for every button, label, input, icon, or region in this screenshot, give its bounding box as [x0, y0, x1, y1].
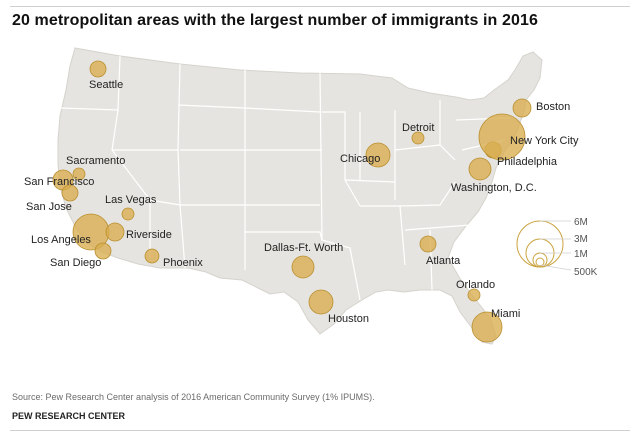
legend-label-1m: 1M	[574, 249, 588, 260]
label-miami: Miami	[491, 308, 520, 320]
organization-credit: PEW RESEARCH CENTER	[12, 411, 126, 421]
legend-circle-1m	[532, 252, 548, 268]
label-chicago: Chicago	[340, 153, 380, 165]
label-seattle: Seattle	[89, 79, 123, 91]
label-los-angeles: Los Angeles	[31, 234, 91, 246]
label-phoenix: Phoenix	[163, 257, 203, 269]
label-boston: Boston	[536, 101, 570, 113]
bubble-boston	[512, 98, 532, 118]
bubble-seattle	[89, 60, 107, 78]
bubble-las-vegas	[121, 207, 135, 221]
bubble-detroit	[411, 131, 425, 145]
top-rule	[10, 6, 630, 7]
label-san-diego: San Diego	[50, 257, 101, 269]
city-bubbles	[52, 60, 532, 343]
bubble-san-diego	[94, 242, 112, 260]
label-atlanta: Atlanta	[426, 255, 461, 267]
bubble-chicago	[365, 142, 391, 168]
map-title: 20 metropolitan areas with the largest n…	[12, 12, 538, 29]
bubble-sacramento	[72, 167, 86, 181]
source-note: Source: Pew Research Center analysis of …	[12, 392, 375, 402]
label-san-francisco: San Francisco	[24, 176, 94, 188]
bubble-miami	[471, 311, 503, 343]
bubble-san-jose	[61, 184, 79, 202]
legend-label-6m: 6M	[574, 217, 588, 228]
legend-circle-6m	[516, 220, 564, 268]
city-labels: Seattle Sacramento San Francisco San Jose La…	[24, 79, 579, 325]
legend-label-3m: 3M	[574, 234, 588, 245]
label-detroit: Detroit	[402, 122, 434, 134]
state-borders	[59, 55, 511, 301]
bubble-riverside	[105, 222, 125, 242]
label-las-vegas: Las Vegas	[105, 194, 157, 206]
label-new-york-city: New York City	[510, 135, 579, 147]
bubble-orlando	[467, 288, 481, 302]
label-san-jose: San Jose	[26, 201, 72, 213]
legend-circle-500k	[535, 257, 545, 267]
bubble-dallas-ft-worth	[291, 255, 315, 279]
label-orlando: Orlando	[456, 279, 495, 291]
label-sacramento: Sacramento	[66, 155, 125, 167]
label-philadelphia: Philadelphia	[497, 156, 558, 168]
bubble-houston	[308, 289, 334, 315]
label-riverside: Riverside	[126, 229, 172, 241]
label-dallas-ft-worth: Dallas-Ft. Worth	[264, 242, 343, 254]
bubble-new-york-city	[478, 113, 526, 161]
label-washington-d-c: Washington, D.C.	[451, 182, 537, 194]
bottom-rule	[10, 430, 630, 431]
bubble-atlanta	[419, 235, 437, 253]
size-legend: 6M 3M 1M 500K	[516, 217, 598, 278]
bubble-phoenix	[144, 248, 160, 264]
bubble-washington-d-c	[468, 157, 492, 181]
label-houston: Houston	[328, 313, 369, 325]
legend-label-500k: 500K	[574, 267, 598, 278]
